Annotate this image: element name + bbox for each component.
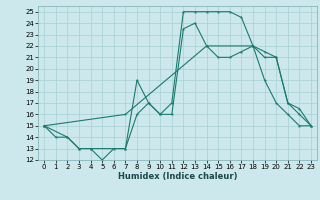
X-axis label: Humidex (Indice chaleur): Humidex (Indice chaleur)	[118, 172, 237, 181]
